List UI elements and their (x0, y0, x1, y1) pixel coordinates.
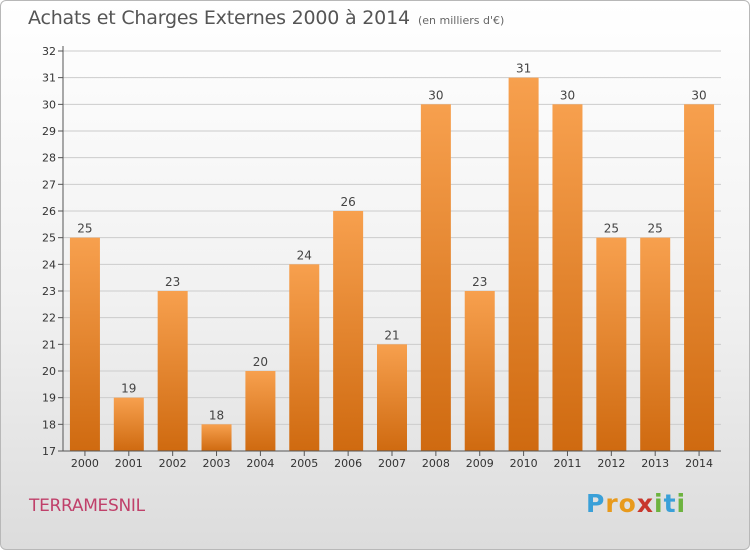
x-tick-label-2008: 2008 (422, 457, 450, 470)
y-tick-label-28: 28 (42, 152, 56, 165)
bar-2014 (684, 104, 715, 451)
data-label-2009: 23 (472, 275, 487, 289)
bar-2008 (420, 104, 451, 451)
y-tick-label-27: 27 (42, 178, 56, 191)
chart-subtitle: (en milliers d'€) (418, 14, 505, 27)
y-tick-label-24: 24 (42, 258, 56, 271)
x-tick-label-2002: 2002 (159, 457, 187, 470)
x-tick-label-2003: 2003 (203, 457, 231, 470)
x-tick-label-2014: 2014 (685, 457, 713, 470)
bar-2001 (113, 397, 144, 451)
labels: 17 18 19 20 21 22 23 24 25 26 27 28 29 30 31 32 25 2000 19… (42, 45, 713, 470)
data-label-2005: 24 (297, 248, 312, 262)
bar-2010 (508, 77, 539, 452)
bar-2004 (245, 371, 276, 451)
bar-2009 (464, 291, 495, 451)
y-tick-label-23: 23 (42, 285, 56, 298)
logo-letter-0: P (586, 489, 606, 518)
x-tick-label-2006: 2006 (334, 457, 362, 470)
y-tick-label-32: 32 (42, 45, 56, 58)
axes (58, 46, 721, 456)
x-tick-label-2011: 2011 (553, 457, 581, 470)
data-label-2003: 18 (209, 408, 224, 422)
bar-2011 (552, 104, 583, 451)
y-tick-label-19: 19 (42, 392, 56, 405)
bar-2002 (157, 291, 188, 451)
x-tick-label-2009: 2009 (466, 457, 494, 470)
logo-letter-6: i (676, 489, 687, 518)
data-label-2010: 31 (516, 62, 531, 76)
bar-2007 (377, 344, 407, 451)
y-tick-label-21: 21 (42, 338, 56, 351)
x-tick-label-2007: 2007 (378, 457, 406, 470)
logo-letter-5: t (663, 489, 677, 518)
data-label-2001: 19 (121, 382, 136, 396)
y-tick-label-26: 26 (42, 205, 56, 218)
x-tick-label-2005: 2005 (290, 457, 318, 470)
y-tick-label-22: 22 (42, 312, 56, 325)
commune-name: TERRAMESNIL (29, 496, 145, 516)
chart-title: Achats et Charges Externes 2000 à 2014 (28, 7, 410, 29)
y-tick-label-31: 31 (42, 72, 56, 85)
logo-letter-2: o (618, 489, 637, 518)
data-label-2014: 30 (691, 88, 706, 102)
logo-letter-4: i (654, 489, 664, 518)
bar-2012 (596, 237, 627, 451)
logo-letter-3: x (636, 489, 654, 518)
y-tick-label-17: 17 (42, 445, 56, 458)
proxiti-logo[interactable]: Proxiti (586, 489, 686, 518)
data-label-2000: 25 (77, 222, 92, 236)
y-tick-label-20: 20 (42, 365, 56, 378)
y-tick-label-29: 29 (42, 125, 56, 138)
bar-2003 (201, 424, 232, 451)
bar-2006 (333, 211, 364, 451)
bar-2000 (69, 237, 100, 451)
x-tick-label-2000: 2000 (71, 457, 99, 470)
bar-2005 (289, 264, 320, 451)
data-label-2002: 23 (165, 275, 180, 289)
y-tick-label-25: 25 (42, 232, 56, 245)
x-tick-label-2012: 2012 (597, 457, 625, 470)
data-label-2006: 26 (340, 195, 355, 209)
x-tick-label-2004: 2004 (246, 457, 274, 470)
data-label-2011: 30 (560, 88, 575, 102)
data-label-2012: 25 (604, 222, 619, 236)
x-tick-label-2001: 2001 (115, 457, 143, 470)
y-tick-label-30: 30 (42, 98, 56, 111)
x-tick-label-2010: 2010 (510, 457, 538, 470)
bars (69, 77, 715, 452)
logo-letter-1: r (605, 489, 619, 518)
x-tick-label-2013: 2013 (641, 457, 669, 470)
data-label-2007: 21 (384, 328, 399, 342)
bar-2013 (640, 237, 671, 451)
data-label-2004: 20 (253, 355, 268, 369)
y-tick-label-18: 18 (42, 418, 56, 431)
data-label-2008: 30 (428, 88, 443, 102)
data-label-2013: 25 (648, 222, 663, 236)
